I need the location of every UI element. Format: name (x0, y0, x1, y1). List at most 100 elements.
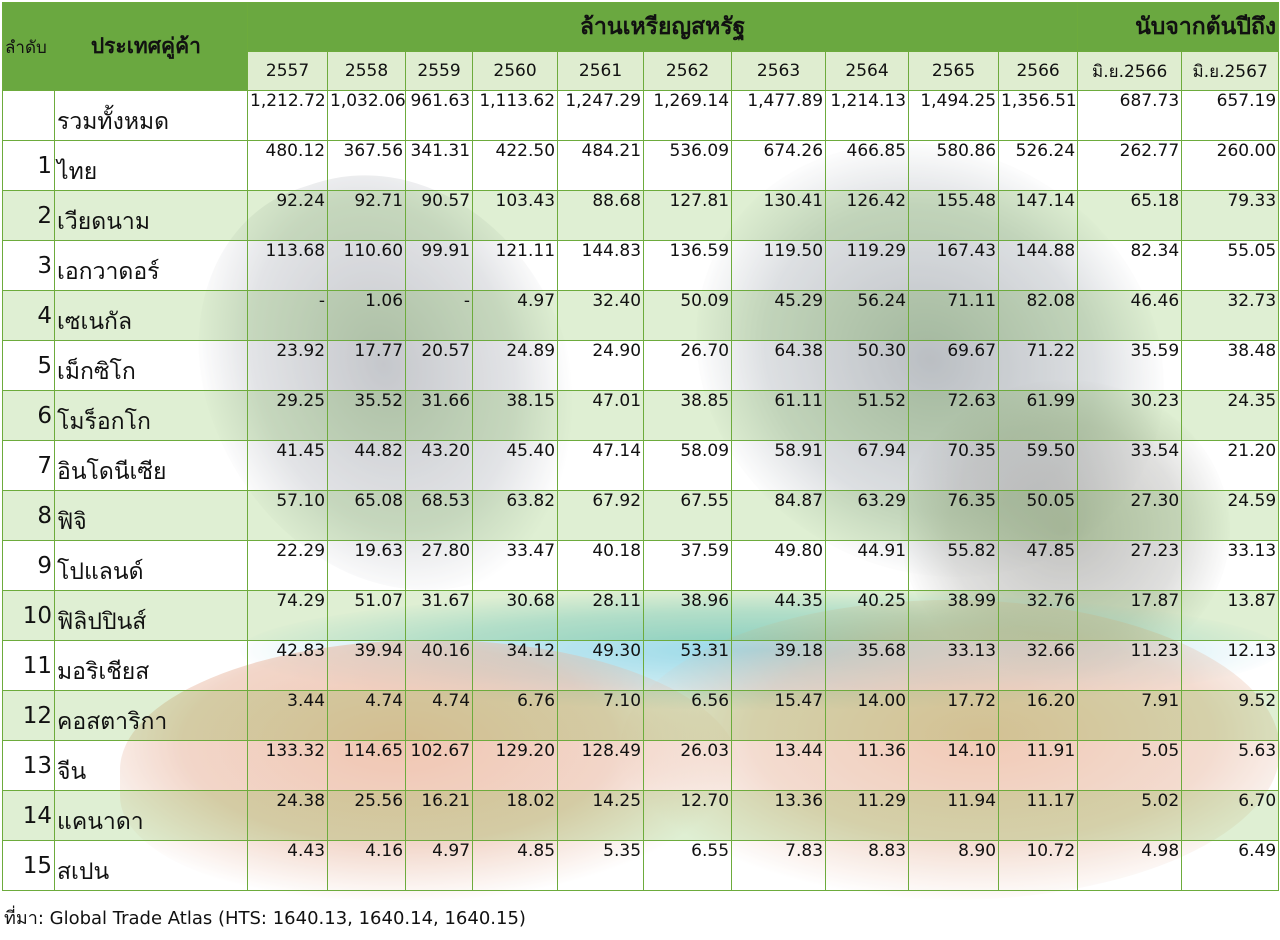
value-cell: 18.02 (472, 790, 559, 841)
table-row: 7 อินโดนีเซีย 41.45 44.82 43.20 45.40 47.14 58.… (2, 440, 1280, 491)
value-cell: 14.25 (557, 790, 645, 841)
ytd-value-cell: 5.02 (1077, 790, 1183, 841)
rank-cell: 14 (2, 790, 55, 841)
country-cell: สเปน (53, 840, 249, 891)
value-cell: 56.24 (825, 290, 910, 341)
value-cell: 121.11 (472, 240, 559, 291)
value-cell: 14.00 (825, 690, 910, 741)
header-ytd-period: มิ.ย.2567 (1181, 51, 1280, 91)
value-cell: 63.82 (472, 490, 559, 541)
ytd-value-cell: 4.98 (1077, 840, 1183, 891)
value-cell: 35.68 (825, 640, 910, 691)
value-cell: 57.10 (247, 490, 329, 541)
value-cell: 536.09 (643, 140, 733, 191)
value-cell: 1,032.06 (327, 90, 407, 141)
value-cell: 4.97 (405, 840, 474, 891)
table-row: 13 จีน 133.32 114.65 102.67 129.20 128.49 26.03… (2, 740, 1280, 791)
value-cell: 129.20 (472, 740, 559, 791)
value-cell: 32.66 (998, 640, 1079, 691)
value-cell: 14.10 (908, 740, 1000, 791)
ytd-value-cell: 17.87 (1077, 590, 1183, 641)
rank-cell: 11 (2, 640, 55, 691)
value-cell: 119.50 (731, 240, 827, 291)
header-year: 2562 (643, 51, 733, 91)
rank-cell: 3 (2, 240, 55, 291)
value-cell: 8.83 (825, 840, 910, 891)
value-cell: 6.76 (472, 690, 559, 741)
value-cell: 58.09 (643, 440, 733, 491)
ytd-value-cell: 46.46 (1077, 290, 1183, 341)
value-cell: 51.07 (327, 590, 407, 641)
value-cell: 11.36 (825, 740, 910, 791)
value-cell: 59.50 (998, 440, 1079, 491)
value-cell: 37.59 (643, 540, 733, 591)
value-cell: 1,494.25 (908, 90, 1000, 141)
value-cell: 38.96 (643, 590, 733, 641)
country-cell: เซเนกัล (53, 290, 249, 341)
value-cell: 84.87 (731, 490, 827, 541)
value-cell: 38.85 (643, 390, 733, 441)
value-cell: 4.97 (472, 290, 559, 341)
value-cell: 34.12 (472, 640, 559, 691)
value-cell: 113.68 (247, 240, 329, 291)
value-cell: 674.26 (731, 140, 827, 191)
value-cell: 11.94 (908, 790, 1000, 841)
value-cell: 31.67 (405, 590, 474, 641)
value-cell: 15.47 (731, 690, 827, 741)
value-cell: 16.20 (998, 690, 1079, 741)
ytd-value-cell: 35.59 (1077, 340, 1183, 391)
ytd-value-cell: 55.05 (1181, 240, 1280, 291)
header-rank: ลำดับ (5, 38, 47, 58)
ytd-value-cell: 33.13 (1181, 540, 1280, 591)
ytd-value-cell: 6.49 (1181, 840, 1280, 891)
value-cell: 50.05 (998, 490, 1079, 541)
value-cell: 45.29 (731, 290, 827, 341)
value-cell: 144.83 (557, 240, 645, 291)
value-cell: 92.24 (247, 190, 329, 241)
value-cell: - (405, 290, 474, 341)
value-cell: 6.55 (643, 840, 733, 891)
value-cell: 71.22 (998, 340, 1079, 391)
value-cell: 49.30 (557, 640, 645, 691)
value-cell: 32.76 (998, 590, 1079, 641)
value-cell: 24.89 (472, 340, 559, 391)
value-cell: 45.40 (472, 440, 559, 491)
value-cell: 49.80 (731, 540, 827, 591)
trade-partners-table: ลำดับ ประเทศคู่ค้า ล้านเหรียญสหรัฐ นับจา… (1, 2, 1280, 891)
rank-cell: 13 (2, 740, 55, 791)
table-row: 1 ไทย 480.12 367.56 341.31 422.50 484.21 536.09… (2, 140, 1280, 191)
value-cell: 38.15 (472, 390, 559, 441)
header-corner: ลำดับ ประเทศคู่ค้า (1, 2, 249, 91)
value-cell: 29.25 (247, 390, 329, 441)
value-cell: 50.09 (643, 290, 733, 341)
value-cell: 44.35 (731, 590, 827, 641)
value-cell: 961.63 (405, 90, 474, 141)
value-cell: 40.16 (405, 640, 474, 691)
value-cell: 11.29 (825, 790, 910, 841)
country-cell: เม็กซิโก (53, 340, 249, 391)
value-cell: 4.43 (247, 840, 329, 891)
value-cell: 110.60 (327, 240, 407, 291)
value-cell: 6.56 (643, 690, 733, 741)
header-year: 2564 (825, 51, 910, 91)
ytd-value-cell: 657.19 (1181, 90, 1280, 141)
value-cell: 53.31 (643, 640, 733, 691)
value-cell: 526.24 (998, 140, 1079, 191)
source-note: ที่มา: Global Trade Atlas (HTS: 1640.13,… (4, 908, 526, 929)
value-cell: 71.11 (908, 290, 1000, 341)
value-cell: 40.25 (825, 590, 910, 641)
header-row-groups: ลำดับ ประเทศคู่ค้า ล้านเหรียญสหรัฐ นับจา… (1, 2, 1280, 91)
value-cell: 1,113.62 (472, 90, 559, 141)
value-cell: 82.08 (998, 290, 1079, 341)
header-year: 2561 (557, 51, 645, 91)
value-cell: 133.32 (247, 740, 329, 791)
table-row: 11 มอริเชียส 42.83 39.94 40.16 34.12 49.30 53.3… (2, 640, 1280, 691)
value-cell: 39.18 (731, 640, 827, 691)
value-cell: 147.14 (998, 190, 1079, 241)
ytd-value-cell: 65.18 (1077, 190, 1183, 241)
ytd-value-cell: 9.52 (1181, 690, 1280, 741)
header-ytd-period: มิ.ย.2566 (1077, 51, 1183, 91)
ytd-value-cell: 21.20 (1181, 440, 1280, 491)
value-cell: 127.81 (643, 190, 733, 241)
